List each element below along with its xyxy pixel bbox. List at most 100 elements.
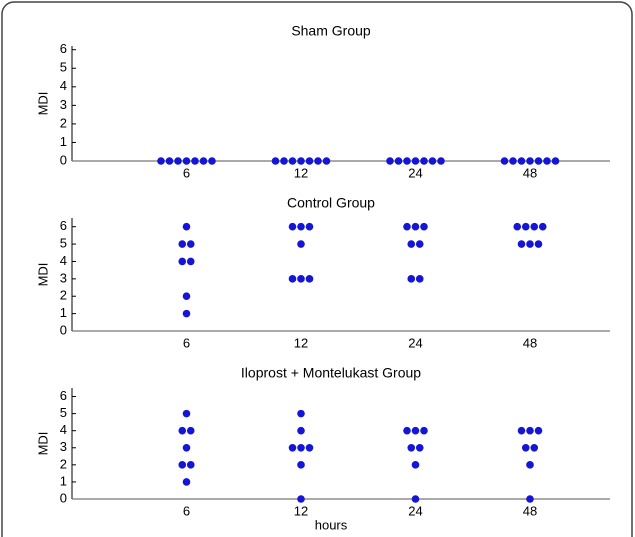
point	[297, 495, 305, 503]
point	[297, 409, 305, 418]
x-tick-label: 24	[408, 165, 422, 180]
point	[297, 443, 305, 452]
point	[182, 222, 191, 231]
point	[386, 157, 394, 165]
point	[403, 157, 411, 165]
point	[314, 157, 322, 165]
x-axis-label: hours	[315, 517, 348, 532]
y-tick-label: 4	[60, 78, 67, 93]
y-tick-label: 1	[60, 473, 67, 488]
y-tick-label: 3	[60, 439, 67, 454]
y-tick-label: 0	[60, 322, 67, 337]
point	[420, 157, 428, 165]
point	[280, 157, 288, 165]
point	[174, 157, 182, 165]
panel-title: Sham Group	[291, 23, 371, 39]
point	[521, 443, 530, 452]
point	[403, 222, 411, 231]
point	[411, 495, 420, 503]
point	[407, 240, 416, 248]
point	[428, 157, 437, 165]
point	[403, 426, 411, 435]
point	[526, 240, 534, 248]
y-tick-label: 0	[60, 490, 67, 505]
point	[534, 240, 543, 248]
y-tick-label: 5	[60, 405, 67, 420]
point	[297, 240, 305, 248]
y-tick-label: 1	[60, 305, 67, 320]
point	[182, 443, 191, 452]
point	[513, 222, 522, 231]
point	[500, 157, 509, 165]
point	[415, 240, 424, 248]
point	[420, 426, 428, 435]
point	[407, 275, 416, 283]
point	[526, 461, 534, 469]
point	[165, 157, 174, 165]
x-tick-label: 24	[408, 335, 422, 350]
point	[182, 157, 191, 165]
point	[186, 426, 195, 435]
point	[182, 409, 191, 418]
point	[411, 426, 420, 435]
panel-title: Control Group	[287, 195, 375, 211]
point	[415, 443, 424, 452]
point	[411, 461, 420, 469]
y-tick-label: 5	[60, 236, 67, 251]
point	[305, 157, 314, 165]
point	[186, 257, 195, 266]
point	[297, 275, 305, 283]
y-tick-label: 1	[60, 134, 67, 149]
point	[157, 157, 165, 165]
x-tick-label: 12	[294, 335, 308, 350]
point	[526, 495, 534, 503]
x-tick-label: 24	[408, 503, 422, 518]
x-tick-label: 48	[523, 503, 537, 518]
point	[543, 157, 551, 165]
point	[407, 443, 416, 452]
x-tick-label: 6	[183, 335, 190, 350]
point	[191, 157, 199, 165]
y-tick-label: 2	[60, 115, 67, 130]
point	[530, 443, 539, 452]
point	[178, 426, 187, 435]
point	[297, 426, 305, 435]
point	[517, 240, 526, 248]
point	[530, 222, 539, 231]
x-tick-label: 6	[183, 165, 190, 180]
y-axis-label: MDI	[35, 92, 50, 116]
x-tick-label: 48	[523, 335, 537, 350]
point	[538, 222, 547, 231]
point	[288, 222, 297, 231]
point	[182, 292, 191, 301]
point	[178, 257, 187, 266]
point	[509, 157, 517, 165]
point	[288, 443, 297, 452]
point	[437, 157, 445, 165]
point	[271, 157, 280, 165]
point	[521, 222, 530, 231]
x-tick-label: 12	[294, 503, 308, 518]
x-tick-label: 6	[183, 503, 190, 518]
y-tick-label: 2	[60, 456, 67, 471]
panel-title: Iloprost + Montelukast Group	[241, 365, 421, 381]
point	[411, 222, 420, 231]
point	[411, 157, 420, 165]
point	[199, 157, 208, 165]
point	[178, 461, 187, 469]
point	[182, 478, 191, 486]
point	[534, 157, 543, 165]
point	[288, 275, 297, 283]
y-tick-label: 6	[60, 41, 67, 56]
point	[297, 157, 305, 165]
point	[526, 426, 534, 435]
y-tick-label: 3	[60, 270, 67, 285]
y-tick-label: 2	[60, 288, 67, 303]
point	[178, 240, 187, 248]
y-tick-label: 5	[60, 60, 67, 75]
point	[288, 157, 297, 165]
point	[420, 222, 428, 231]
y-tick-label: 6	[60, 388, 67, 403]
